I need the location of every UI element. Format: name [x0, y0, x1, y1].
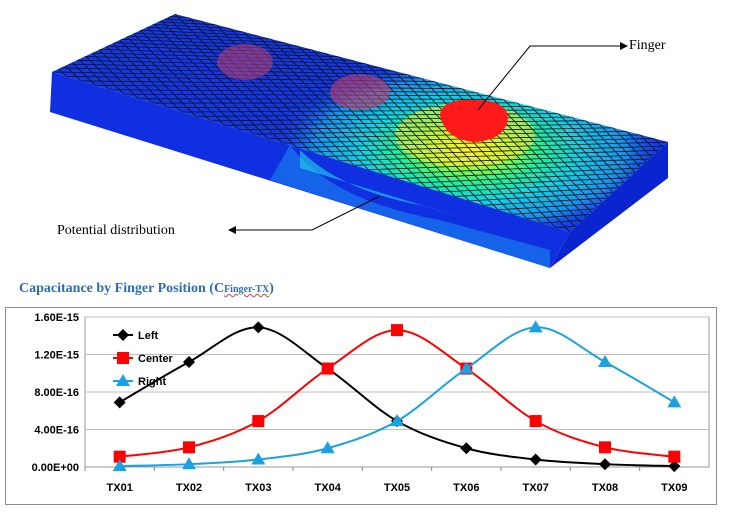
- data-point-left: [252, 321, 265, 334]
- finger-pointer-arrow: [477, 45, 624, 111]
- capacitance-line-chart: 0.00E+00 4.00E-16 8.00E-16 1.20E-15 1.60E-15…: [5, 307, 717, 505]
- x-tick-label: TX01: [107, 482, 133, 494]
- finger-annotation: Finger: [629, 38, 666, 53]
- x-tick-label: TX04: [315, 482, 342, 494]
- data-point-left: [460, 442, 473, 455]
- potential-simulation-illustration: [50, 14, 668, 268]
- x-tick-label: TX06: [453, 482, 479, 494]
- data-point-right: [112, 459, 127, 472]
- legend-marker-left: [117, 329, 129, 341]
- x-tick-label: TX09: [661, 482, 687, 494]
- y-tick-label: 8.00E-16: [34, 387, 79, 399]
- potential-pointer-arrow: [232, 195, 381, 231]
- data-point-right: [320, 441, 335, 454]
- y-tick-label: 1.60E-15: [34, 312, 79, 324]
- legend-marker-center: [117, 352, 129, 364]
- potential-arrow-head: [228, 226, 236, 234]
- data-point-right: [251, 452, 266, 465]
- chart-title: Capacitance by Finger Position (CFinger-…: [19, 281, 274, 297]
- x-tick-label: TX07: [523, 482, 549, 494]
- data-point-left: [529, 453, 542, 466]
- data-point-left: [113, 396, 126, 409]
- potential-distribution-annotation: Potential distribution: [57, 223, 175, 238]
- y-tick-label: 4.00E-16: [34, 425, 79, 437]
- data-point-center: [668, 450, 681, 463]
- x-tick-label: TX05: [384, 482, 410, 494]
- finger-shadow-center: [330, 74, 390, 110]
- legend-label-right: Right: [138, 376, 166, 388]
- data-point-center: [113, 450, 126, 463]
- x-tick-label: TX08: [592, 482, 618, 494]
- data-point-center: [529, 415, 542, 428]
- data-point-right: [598, 355, 612, 367]
- finger-arrow-head: [620, 42, 628, 50]
- data-point-center: [321, 362, 334, 375]
- x-tick-label: TX03: [245, 482, 271, 494]
- x-tick-label: TX02: [176, 482, 202, 494]
- series-line-right: [119, 326, 675, 468]
- y-tick-label: 1.20E-15: [34, 350, 79, 362]
- data-point-right: [182, 457, 196, 470]
- board-right-face: [550, 142, 668, 268]
- data-point-left: [668, 460, 681, 473]
- legend-marker-right: [116, 374, 130, 386]
- data-point-right: [667, 395, 682, 408]
- data-point-center: [391, 324, 403, 337]
- data-point-center: [252, 415, 265, 428]
- data-point-right: [528, 320, 543, 333]
- chart-title-close: ): [269, 281, 274, 296]
- data-point-left: [183, 356, 195, 368]
- data-point-right: [459, 361, 474, 374]
- data-point-center: [183, 441, 195, 454]
- data-point-right: [390, 414, 404, 427]
- y-tick-label: 0.00E+00: [32, 462, 79, 474]
- chart-title-main: Capacitance by Finger Position (C: [19, 281, 225, 296]
- data-point-left: [599, 458, 611, 471]
- finger-shadow-left: [217, 44, 273, 80]
- chart-title-subscript: Finger-TX: [224, 284, 270, 295]
- finger-shape: [440, 99, 508, 142]
- legend-label-left: Left: [138, 330, 159, 342]
- legend-label-center: Center: [138, 353, 174, 365]
- data-point-center: [599, 441, 611, 454]
